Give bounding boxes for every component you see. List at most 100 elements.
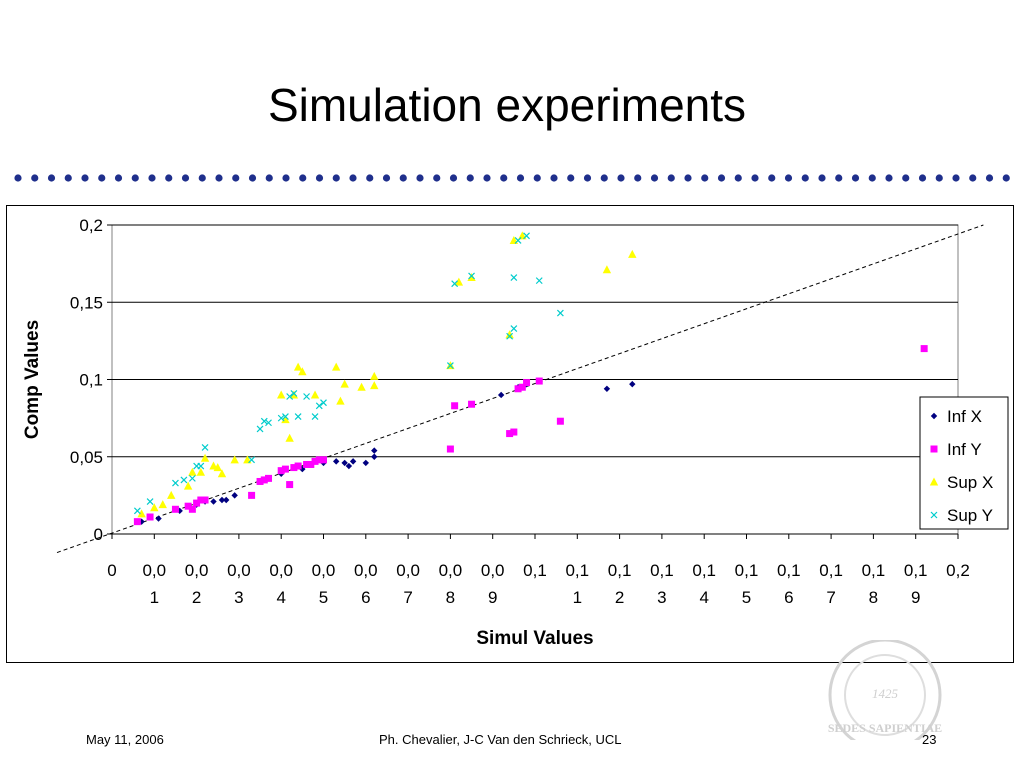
x-tick-label: 0,0 — [439, 561, 463, 580]
series-sup-x — [137, 231, 637, 518]
data-point — [188, 505, 196, 513]
data-point — [311, 457, 319, 465]
x-tick-label-line2: 2 — [192, 588, 201, 607]
data-point — [506, 332, 514, 340]
divider-dot — [801, 174, 809, 182]
data-point — [510, 274, 518, 281]
data-point — [183, 481, 193, 490]
legend: Inf X Inf Y Sup X Sup Y — [919, 396, 1009, 530]
data-point — [197, 496, 205, 504]
x-tick-label-line2: 8 — [446, 588, 455, 607]
x-tick-label-line2: 7 — [403, 588, 412, 607]
x-tick-label-line2: 5 — [319, 588, 328, 607]
x-tick-label-line2: 2 — [615, 588, 624, 607]
data-point — [285, 433, 294, 442]
data-point — [200, 453, 210, 462]
data-point — [370, 381, 379, 390]
data-point — [210, 498, 217, 505]
divider-dot — [902, 174, 910, 182]
x-tick-label-line2: 3 — [657, 588, 666, 607]
divider-dot — [1002, 174, 1010, 182]
divider-dot — [734, 174, 742, 182]
data-point — [137, 509, 146, 518]
data-point — [362, 459, 369, 467]
footer-date: May 11, 2006 — [86, 732, 164, 747]
data-point — [514, 237, 522, 244]
data-point — [172, 479, 179, 487]
data-point — [628, 249, 637, 258]
x-tick-label: 0,0 — [354, 561, 378, 580]
y-axis-label: Comp Values — [22, 320, 43, 439]
divider-dot — [684, 174, 692, 182]
series-sup-y — [133, 232, 564, 515]
x-tick-label: 0,1 — [565, 561, 589, 580]
data-point — [281, 415, 290, 424]
data-point — [510, 428, 518, 436]
legend-marker — [930, 511, 938, 519]
data-point — [310, 390, 320, 399]
data-point — [294, 413, 302, 421]
x-tick-label: 0,0 — [312, 561, 336, 580]
dotted-divider — [14, 174, 1010, 182]
data-point — [454, 277, 464, 286]
data-point — [201, 496, 209, 504]
x-tick-label: 0,0 — [481, 561, 505, 580]
data-point — [446, 362, 454, 370]
data-point — [467, 273, 476, 282]
x-tick-label: 0,0 — [396, 561, 420, 580]
data-point — [523, 379, 531, 387]
x-tick-label-line2: 9 — [911, 588, 920, 607]
data-point — [290, 464, 298, 472]
data-point — [451, 280, 459, 288]
legend-entry: Inf X — [947, 407, 982, 426]
data-point — [217, 469, 227, 478]
x-tick-label: 0,1 — [608, 561, 632, 580]
divider-dot — [952, 174, 960, 182]
x-tick-label: 0,1 — [692, 561, 716, 580]
data-point — [468, 400, 476, 408]
y-tick-label: 0,1 — [79, 371, 103, 390]
data-point — [320, 399, 327, 407]
data-point — [290, 389, 298, 397]
legend-entry: Sup Y — [947, 506, 993, 525]
divider-dot — [14, 174, 22, 182]
data-point — [188, 467, 197, 476]
x-tick-label: 0,1 — [523, 561, 547, 580]
university-seal: 1425 SEDES SAPIENTIAE — [828, 640, 942, 740]
data-point — [332, 458, 340, 465]
legend-entry: Inf Y — [947, 440, 982, 459]
data-point — [603, 385, 611, 392]
data-point — [286, 481, 294, 489]
divider-dot — [64, 174, 72, 182]
series-inf-y — [133, 345, 928, 526]
divider-dot — [617, 174, 625, 182]
divider-dot — [114, 174, 123, 182]
divider-dot — [935, 174, 943, 182]
data-point — [349, 458, 357, 465]
data-point — [260, 476, 268, 484]
legend-entry: Sup X — [947, 473, 993, 492]
data-point — [315, 456, 323, 464]
divider-dot — [232, 174, 240, 182]
x-tick-label-line2: 6 — [784, 588, 793, 607]
divider-dot — [98, 174, 106, 182]
data-point — [218, 496, 226, 504]
data-point — [289, 390, 299, 399]
divider-dot — [265, 174, 273, 182]
x-tick-label-line2: 3 — [234, 588, 243, 607]
divider-dot — [315, 174, 324, 182]
divider-dot — [47, 174, 56, 182]
x-tick-label-line2: 7 — [826, 588, 835, 607]
data-point — [602, 265, 612, 274]
data-point — [265, 419, 272, 427]
divider-dot — [634, 174, 642, 182]
divider-dot — [985, 174, 994, 182]
data-point — [277, 414, 285, 422]
divider-dot — [181, 174, 190, 182]
x-tick-label: 0 — [107, 561, 116, 580]
x-tick-label: 0,1 — [735, 561, 759, 580]
x-tick-label: 0,0 — [185, 561, 209, 580]
x-tick-label-line2: 8 — [869, 588, 878, 607]
data-point — [370, 371, 379, 380]
legend-marker — [929, 477, 939, 486]
